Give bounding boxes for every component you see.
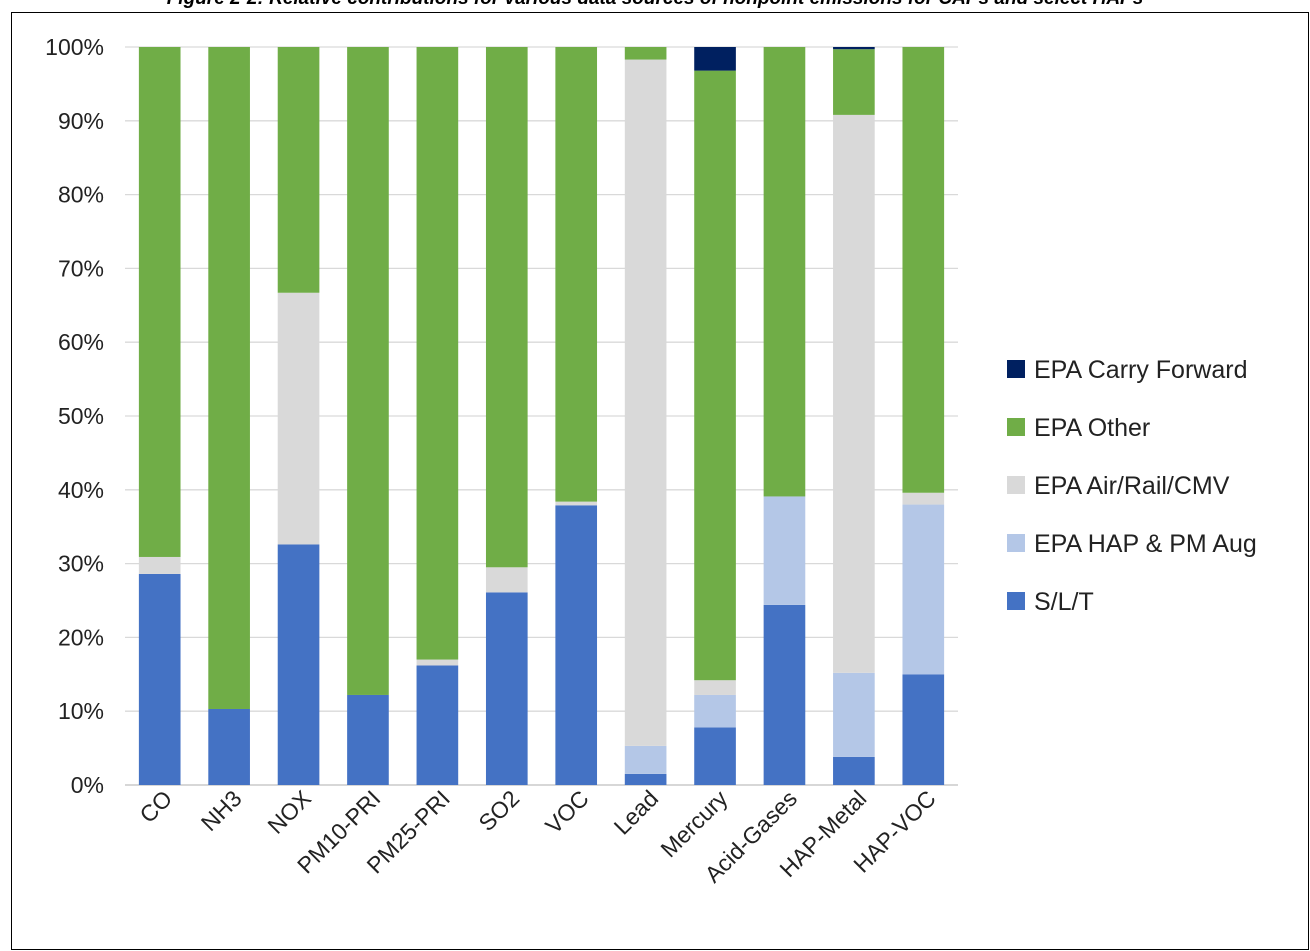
bar-segment <box>347 47 389 695</box>
bar-segment <box>833 756 875 785</box>
x-tick-label: VOC <box>540 785 594 839</box>
bar-segment <box>833 114 875 673</box>
bar-segment <box>624 773 667 785</box>
legend-label: EPA Carry Forward <box>1034 356 1247 384</box>
figure-caption: Figure 2-2: Relative contributions for v… <box>0 0 1310 10</box>
bar-segment <box>624 47 667 60</box>
bar-segment <box>694 47 736 71</box>
bar-segment <box>416 47 459 660</box>
legend-swatch <box>1007 360 1025 378</box>
x-tick-label: SO2 <box>473 785 524 836</box>
bar-segment <box>277 292 320 545</box>
y-tick-label: 70% <box>58 255 104 281</box>
y-tick-label: 80% <box>58 182 104 208</box>
legend-swatch <box>1007 418 1025 436</box>
bar-segment <box>485 592 528 785</box>
bar-segment <box>485 567 528 593</box>
y-tick-label: 30% <box>58 551 104 577</box>
bar-segment <box>555 505 598 785</box>
bar-segment <box>485 47 528 568</box>
bar-segment <box>624 59 667 746</box>
bar-segment <box>555 47 598 502</box>
bar-segment <box>416 665 459 785</box>
bar-segment <box>763 496 806 605</box>
bar-segment <box>902 492 945 505</box>
legend-label: EPA HAP & PM Aug <box>1034 530 1257 558</box>
gridlines <box>125 46 958 786</box>
bar-segment <box>208 708 250 785</box>
bar-segment <box>624 745 667 774</box>
bar-segment <box>694 727 736 785</box>
bar-segment <box>138 556 181 574</box>
bar-segment <box>208 47 250 709</box>
bar-segment <box>694 694 736 728</box>
bar-segment <box>763 604 806 785</box>
x-tick-label: CO <box>134 785 177 828</box>
bar-segment <box>138 47 181 557</box>
bar-segment <box>694 680 736 695</box>
bar-segment <box>902 504 945 675</box>
legend-swatch <box>1007 534 1025 552</box>
bar-segment <box>138 573 181 785</box>
bars <box>138 47 945 785</box>
bar-segment <box>277 544 320 785</box>
bar-segment <box>833 672 875 757</box>
bar-segment <box>416 659 459 666</box>
bar-segment <box>833 47 875 50</box>
y-tick-label: 50% <box>58 403 104 429</box>
y-tick-label: 60% <box>58 329 104 355</box>
bar-segment <box>277 47 320 293</box>
legend-label: EPA Other <box>1034 414 1150 442</box>
y-tick-label: 100% <box>45 34 104 60</box>
y-tick-label: 10% <box>58 698 104 724</box>
legend-swatch <box>1007 476 1025 494</box>
y-tick-label: 20% <box>58 624 104 650</box>
x-tick-label: Lead <box>609 785 664 840</box>
y-tick-label: 40% <box>58 477 104 503</box>
bar-segment <box>833 49 875 115</box>
legend-label: EPA Air/Rail/CMV <box>1034 472 1230 500</box>
bar-segment <box>902 47 945 493</box>
bar-segment <box>347 694 389 785</box>
bar-segment <box>694 70 736 681</box>
y-tick-label: 90% <box>58 108 104 134</box>
legend-label: S/L/T <box>1034 588 1094 616</box>
x-tick-label: NH3 <box>196 785 247 836</box>
y-axis-ticks: 0% 10% 20% 30% 40% 50% 60% 70% 80% 90% 100% <box>45 34 104 798</box>
bar-segment <box>763 47 806 497</box>
legend-swatch <box>1007 592 1025 610</box>
y-tick-label: 0% <box>71 772 104 798</box>
legend: EPA Carry Forward EPA Other EPA Air/Rail/C… <box>1007 356 1257 616</box>
bar-segment <box>902 674 945 785</box>
bar-segment <box>555 501 598 506</box>
x-tick-label: NOX <box>262 785 316 839</box>
